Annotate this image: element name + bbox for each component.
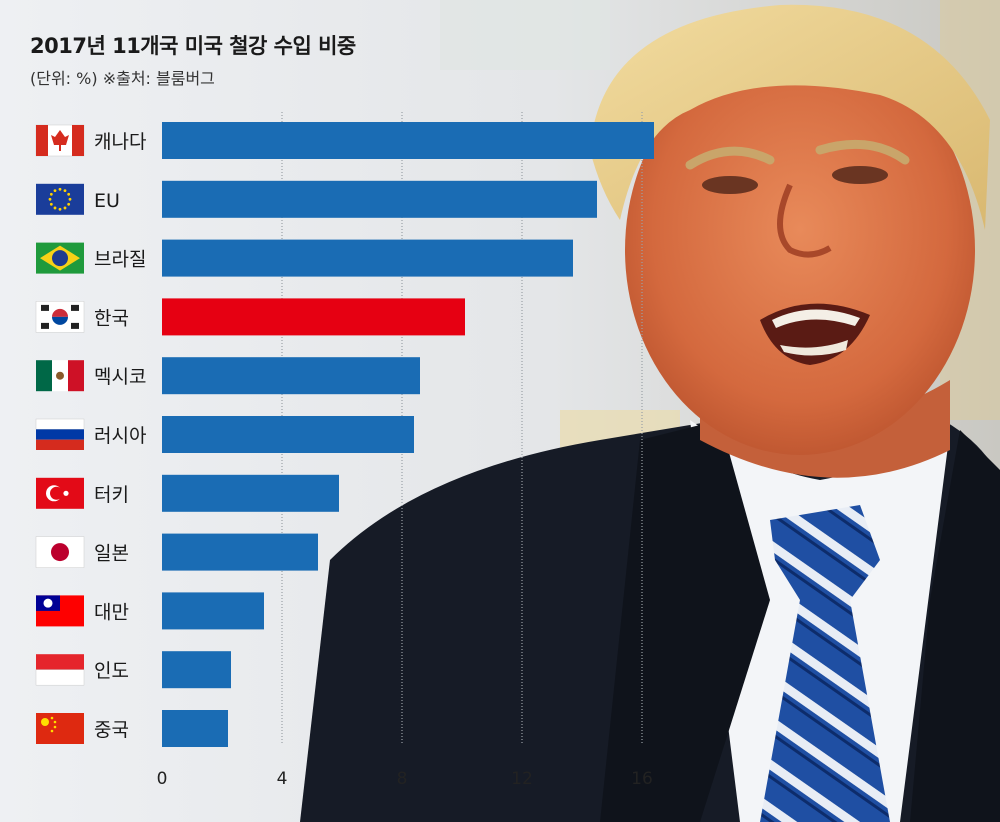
star bbox=[49, 192, 53, 196]
x-tick-label: 16 bbox=[631, 769, 653, 789]
china-flag-icon bbox=[36, 713, 84, 744]
star bbox=[53, 725, 57, 729]
brazil-flag-icon bbox=[36, 242, 84, 274]
crescent-cut bbox=[50, 486, 63, 500]
flag-band bbox=[36, 439, 84, 450]
star bbox=[50, 716, 54, 720]
taegeuk-red bbox=[52, 308, 68, 317]
star bbox=[63, 490, 69, 496]
bar bbox=[162, 357, 420, 395]
bar bbox=[162, 416, 414, 453]
category-label: 터키 bbox=[94, 484, 129, 506]
trigram bbox=[71, 322, 79, 329]
bar bbox=[162, 533, 318, 571]
korea-flag-icon bbox=[35, 301, 85, 333]
star bbox=[67, 192, 71, 196]
flag-band bbox=[36, 360, 52, 392]
category-label: 한국 bbox=[94, 307, 129, 329]
x-tick-label: 0 bbox=[157, 769, 168, 789]
flag-band bbox=[72, 125, 84, 156]
taegeuk-blue bbox=[52, 316, 68, 325]
category-label: 러시아 bbox=[94, 425, 146, 447]
bar bbox=[162, 298, 465, 336]
flag-band bbox=[36, 654, 84, 670]
emblem bbox=[56, 371, 64, 380]
star bbox=[41, 718, 49, 726]
japan-flag-icon bbox=[35, 536, 85, 568]
flag-band bbox=[35, 669, 85, 686]
bar bbox=[162, 710, 228, 747]
star bbox=[53, 206, 57, 210]
category-label: 일본 bbox=[94, 543, 129, 565]
star bbox=[68, 197, 72, 201]
eu-flag-icon bbox=[36, 183, 84, 215]
bar bbox=[162, 239, 573, 277]
maple-leaf bbox=[51, 130, 69, 151]
trigram bbox=[41, 304, 49, 311]
sun bbox=[43, 598, 53, 608]
x-tick-label: 12 bbox=[511, 769, 533, 789]
trigram bbox=[71, 304, 79, 311]
bar bbox=[162, 592, 264, 630]
x-tick-label: 4 bbox=[277, 769, 288, 789]
taiwan-flag-icon bbox=[36, 595, 84, 627]
trigram bbox=[41, 322, 49, 329]
mexico-flag-icon bbox=[36, 360, 84, 392]
category-label: 대만 bbox=[94, 601, 129, 623]
category-label: 캐나다 bbox=[94, 131, 146, 153]
star bbox=[48, 197, 52, 201]
bar bbox=[162, 180, 597, 218]
sun-disc bbox=[51, 543, 69, 562]
flag-band bbox=[35, 418, 85, 430]
star bbox=[50, 729, 54, 733]
star bbox=[63, 206, 67, 210]
star bbox=[58, 187, 62, 191]
star bbox=[49, 202, 53, 206]
turkey-flag-icon bbox=[36, 477, 84, 509]
category-label: 중국 bbox=[94, 719, 129, 741]
chart-title: 2017년 11개국 미국 철강 수입 비중 bbox=[30, 34, 356, 58]
chart-subtitle: (단위: %) ※출처: 블룸버그 bbox=[30, 69, 215, 88]
bar bbox=[162, 122, 654, 159]
flag-band bbox=[36, 125, 48, 156]
star bbox=[53, 720, 57, 724]
star bbox=[58, 207, 62, 211]
star bbox=[63, 189, 67, 193]
flag-band bbox=[36, 429, 84, 440]
flag-band bbox=[68, 360, 84, 392]
bar bbox=[162, 651, 231, 689]
x-tick-label: 8 bbox=[397, 769, 408, 789]
bar bbox=[162, 474, 339, 512]
star bbox=[67, 202, 71, 206]
category-label: 브라질 bbox=[94, 249, 146, 271]
canada-flag-icon bbox=[35, 124, 85, 157]
russia-flag-icon bbox=[35, 418, 85, 450]
category-label: 멕시코 bbox=[94, 366, 146, 388]
india-flag-icon bbox=[35, 654, 85, 686]
star bbox=[53, 189, 57, 193]
category-label: 인도 bbox=[94, 660, 129, 682]
category-label: EU bbox=[94, 190, 120, 212]
flag-field bbox=[36, 713, 84, 744]
flag-globe bbox=[52, 250, 68, 267]
